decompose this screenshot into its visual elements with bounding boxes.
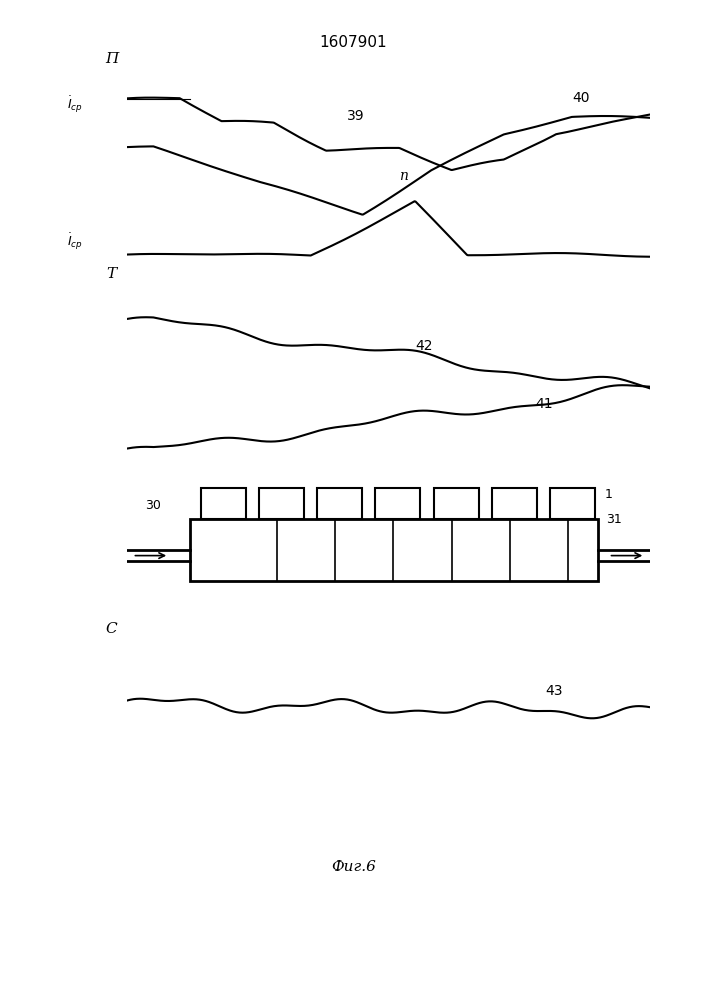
Text: $\dot{I}_{cp}$: $\dot{I}_{cp}$ [67,231,83,252]
Text: П: П [105,52,118,66]
Text: $\dot{I}_{cp}$: $\dot{I}_{cp}$ [67,95,83,115]
Bar [259,488,304,519]
Text: 40: 40 [572,91,590,105]
Bar [201,488,245,519]
Text: 1: 1 [604,488,612,500]
Bar [375,488,421,519]
Text: 31: 31 [606,513,621,526]
Text: 1607901: 1607901 [320,35,387,50]
Text: 42: 42 [415,339,433,353]
Bar [190,519,598,581]
Text: T: T [107,267,117,281]
Text: 41: 41 [535,397,553,411]
Bar [550,488,595,519]
Bar [317,488,362,519]
Text: 39: 39 [347,109,365,123]
Bar [433,488,479,519]
Text: C: C [106,622,117,636]
Text: 30: 30 [146,499,161,512]
Text: п: п [399,169,408,183]
Text: 43: 43 [546,684,563,698]
Text: Фиг.6: Фиг.6 [331,860,376,874]
Bar [492,488,537,519]
